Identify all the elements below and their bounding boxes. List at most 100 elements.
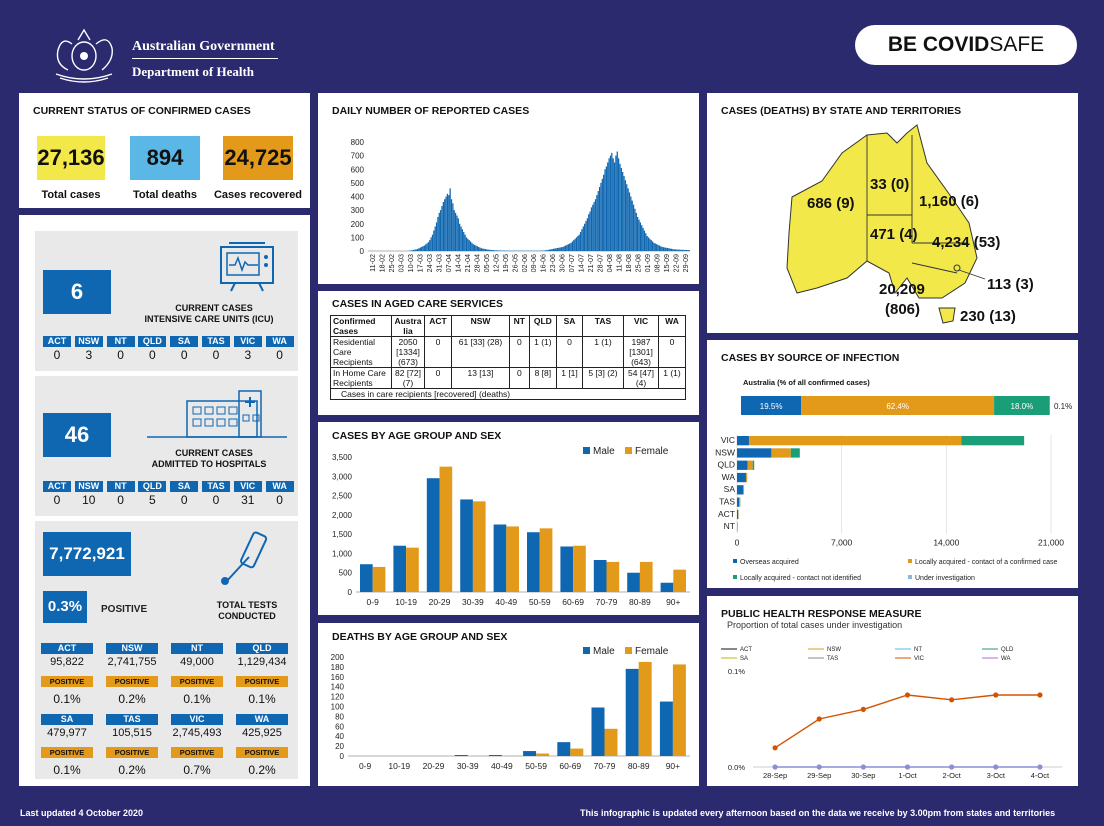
phrm-line-vic <box>774 694 1040 749</box>
daily-xtick: 10-03 <box>406 254 415 272</box>
hospital-caption2: ADMITTED TO HOSPITALS <box>151 459 267 469</box>
daily-xtick: 09-06 <box>529 254 538 272</box>
daily-bar <box>480 248 483 251</box>
icu-caption2: INTENSIVE CARE UNITS (ICU) <box>144 314 274 324</box>
daily-bar <box>416 248 419 251</box>
aged-note-row: Cases in care recipients [recovered] (de… <box>330 388 686 400</box>
cases-age-xtick: 20-29 <box>429 597 451 607</box>
deaths-age-bar-male <box>591 707 605 756</box>
state-value-tas: 0 <box>212 493 220 507</box>
daily-xtick: 18-02 <box>378 254 387 272</box>
tests-state-positive-tag: POSITIVE <box>41 676 93 687</box>
state-tag-sa: SA <box>170 336 199 347</box>
deaths-age-ytick: 180 <box>331 663 345 672</box>
icu-monitor-icon <box>220 242 274 292</box>
phrm-point-vic <box>949 697 955 703</box>
source-legend-swatch <box>908 575 912 579</box>
daily-ytick: 400 <box>351 193 365 202</box>
daily-bar <box>563 246 565 251</box>
daily-bar <box>444 199 446 251</box>
daily-bar <box>575 237 578 251</box>
daily-bar <box>464 234 466 251</box>
deaths-age-xtick: 70-79 <box>594 761 616 771</box>
deaths-age-bar-female <box>604 728 618 756</box>
daily-bar <box>611 152 613 251</box>
vic-border <box>911 262 958 274</box>
source-ytick: NT <box>724 521 735 531</box>
daily-bar <box>491 250 493 251</box>
cases-age-legend-label: Female <box>635 446 669 457</box>
daily-bar <box>571 241 574 251</box>
daily-bar <box>665 247 667 251</box>
daily-bar <box>586 218 589 251</box>
daily-bar <box>626 184 628 251</box>
daily-xtick: 21-04 <box>463 254 472 272</box>
aged-header-row: Confirmed Cases Austra lia ACT NSW NT QL… <box>330 315 686 337</box>
cases-age-legend-label: Male <box>593 446 615 457</box>
daily-ytick: 700 <box>351 152 365 161</box>
daily-bar <box>499 250 502 251</box>
daily-bar <box>656 244 658 251</box>
source-bar <box>737 460 748 470</box>
aged-care-panel: CASES IN AGED CARE SERVICES Confirmed Ca… <box>318 291 699 415</box>
daily-bar <box>596 195 598 251</box>
daily-bar <box>670 248 673 251</box>
cases-age-xtick: 50-59 <box>529 597 551 607</box>
state-value-nt: 0 <box>117 348 124 362</box>
aged-cell: 1 (1) <box>658 367 686 389</box>
daily-bar <box>635 212 637 251</box>
map-panel: CASES (DEATHS) BY STATE AND TERRITORIES … <box>707 93 1078 333</box>
daily-bar <box>651 241 654 251</box>
tests-state-count: 2,741,755 <box>107 656 157 668</box>
state-tag-nt: NT <box>106 481 135 492</box>
phrm-xtick: 1-Oct <box>898 771 917 780</box>
daily-bar <box>600 182 602 251</box>
state-value-wa: 0 <box>276 348 283 362</box>
state-tag-nsw: NSW <box>74 336 103 347</box>
daily-bar <box>584 223 586 251</box>
tests-state-pct: 0.2% <box>118 692 146 706</box>
total-cases-value: 27,136 <box>37 136 105 180</box>
aged-note: Cases in care recipients [recovered] (de… <box>330 388 686 400</box>
phrm-xtick: 4-Oct <box>1031 771 1050 780</box>
source-bar <box>737 509 739 520</box>
source-panel: CASES BY SOURCE OF INFECTION Australia (… <box>707 340 1078 588</box>
source-xtick: 7,000 <box>831 537 853 547</box>
deaths-age-panel: DEATHS BY AGE GROUP AND SEX 0 20 40 60 80 100… <box>318 623 699 786</box>
daily-bar <box>554 248 556 251</box>
phrm-point-others <box>860 764 866 770</box>
aged-h4: NT <box>509 315 530 337</box>
aged-h9: WA <box>658 315 686 337</box>
daily-bar <box>441 206 443 251</box>
cases-age-chart: 0 500 1,000 1,500 2,000 2,500 3,000 3,500 0-9 10-… <box>332 446 690 607</box>
daily-bar <box>446 193 449 251</box>
cases-age-title: CASES BY AGE GROUP AND SEX <box>332 430 502 442</box>
daily-bar <box>494 250 496 251</box>
phrm-xtick: 2-Oct <box>942 771 961 780</box>
daily-bar <box>579 231 582 251</box>
daily-bar <box>486 249 488 251</box>
daily-bar <box>558 247 560 251</box>
mainland-shape <box>786 124 978 299</box>
daily-bar <box>453 210 455 251</box>
daily-bar <box>559 247 561 251</box>
daily-bar <box>588 214 590 251</box>
phrm-point-vic <box>772 745 778 751</box>
daily-bar <box>672 249 674 251</box>
tests-state-tag-nt: NT <box>171 643 223 654</box>
daily-xtick: 07-07 <box>567 254 576 272</box>
deaths-age-xtick: 50-59 <box>525 761 547 771</box>
daily-bar <box>420 246 423 251</box>
state-tag-wa: WA <box>265 336 294 347</box>
act-leader <box>958 269 986 280</box>
state-tag-sa: SA <box>170 481 199 492</box>
daily-bar <box>434 226 436 251</box>
source-bar <box>742 485 744 495</box>
aged-cell: 54 [47] (4) <box>623 367 660 389</box>
daily-bar <box>653 242 655 251</box>
state-tag-vic: VIC <box>233 481 262 492</box>
source-bar <box>737 472 746 483</box>
aged-cell: Residential Care Recipients <box>330 336 392 368</box>
aged-h7: TAS <box>581 315 625 337</box>
positive-label: POSITIVE <box>101 604 148 615</box>
